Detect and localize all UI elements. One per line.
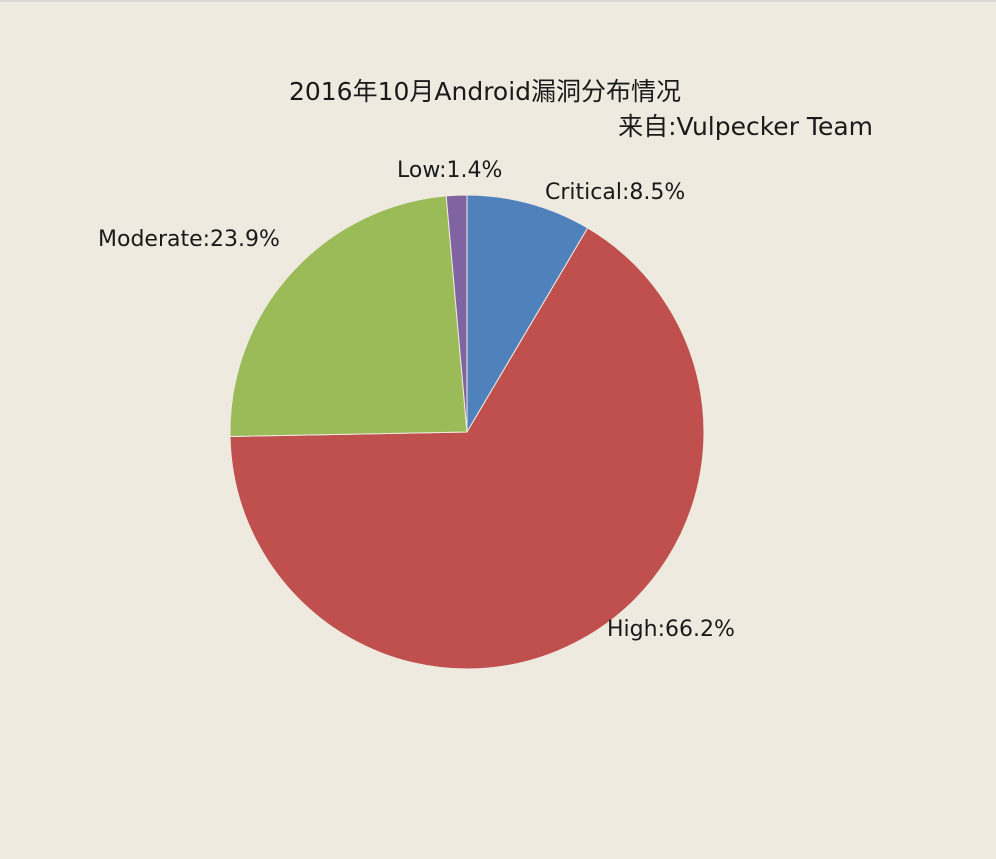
slice-label-critical: Critical:8.5% [545,180,685,205]
top-border [0,0,996,2]
pie-slices [229,194,705,670]
pie-slice-low [445,194,468,433]
slice-labels: Critical:8.5% High:66.2% Moderate:23.9% Low… [98,158,735,642]
pie-slice-moderate [229,195,468,437]
slice-label-moderate: Moderate:23.9% [98,227,280,252]
pie-slice-critical [466,194,589,434]
pie-slice-high [229,227,705,670]
slice-label-high: High:66.2% [607,617,735,642]
chart-subtitle: 来自:Vulpecker Team [618,112,873,141]
slice-label-low: Low:1.4% [397,158,502,183]
chart-title: 2016年10月Android漏洞分布情况 [289,77,681,106]
